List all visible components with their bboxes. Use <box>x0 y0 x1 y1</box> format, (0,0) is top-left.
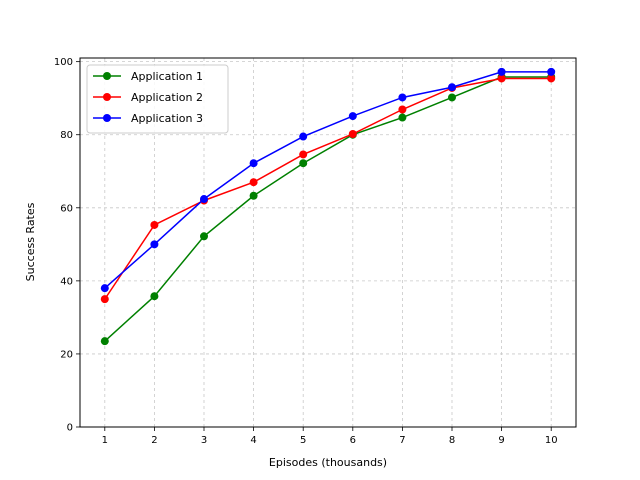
y-axis-label: Success Rates <box>24 202 37 281</box>
series-2-point <box>249 178 258 187</box>
series-2-point <box>547 74 556 83</box>
series-2-point <box>348 129 357 138</box>
y-tick-label: 20 <box>60 349 73 360</box>
series-1-point <box>200 232 208 241</box>
x-tick-label: 4 <box>250 435 256 446</box>
legend-label: Application 2 <box>131 91 203 104</box>
x-tick-label: 1 <box>102 435 108 446</box>
series-2-point <box>100 295 109 304</box>
series-3-point <box>299 132 308 141</box>
x-tick-label: 10 <box>545 435 558 446</box>
series-2-point <box>150 220 159 229</box>
series-1-point <box>150 292 159 301</box>
series-3-point <box>448 83 456 92</box>
series-3-point <box>200 195 208 204</box>
series-3-point <box>150 240 159 249</box>
series-3-line <box>104 71 552 289</box>
series-2-point <box>497 74 506 83</box>
series-3-point <box>547 67 556 76</box>
series-3-point <box>398 93 407 102</box>
x-tick-label: 9 <box>498 435 504 446</box>
y-tick-label: 80 <box>60 130 73 141</box>
y-tick-label: 60 <box>60 203 73 214</box>
legend-swatch-marker <box>103 93 111 101</box>
x-tick-label: 3 <box>201 435 207 446</box>
series-1-point <box>100 337 109 346</box>
series-3-point <box>497 67 506 76</box>
series-1-point <box>299 159 308 168</box>
series-1-point <box>398 113 407 122</box>
series-2-point <box>299 150 308 159</box>
series-1-line <box>104 76 552 342</box>
x-tick-label: 8 <box>449 435 455 446</box>
x-tick-label: 5 <box>300 435 306 446</box>
legend-box <box>86 64 229 134</box>
series-2-line <box>104 77 552 300</box>
series-3-point <box>348 112 357 121</box>
y-tick-label: 40 <box>60 276 73 287</box>
x-tick-label: 2 <box>151 435 157 446</box>
series-3 <box>100 67 556 293</box>
legend-label: Application 1 <box>131 70 203 83</box>
series-1-point <box>249 191 258 200</box>
series-layer <box>100 67 556 346</box>
legend-swatch-marker <box>103 72 111 80</box>
series-3-point <box>100 284 109 293</box>
x-axis-label: Episodes (thousands) <box>269 456 387 469</box>
legend: Application 1 Application 2 Application 3 <box>86 64 229 134</box>
y-tick-label: 0 <box>67 423 73 434</box>
plot-frame <box>79 57 577 428</box>
x-tick-label: 7 <box>399 435 405 446</box>
y-tick-label: 100 <box>54 57 73 68</box>
legend-label: Application 3 <box>131 112 203 125</box>
series-1-point <box>448 93 456 102</box>
x-tick-label: 6 <box>350 435 356 446</box>
series-2-point <box>398 105 407 114</box>
legend-swatch-marker <box>103 114 111 122</box>
series-3-point <box>249 159 258 168</box>
